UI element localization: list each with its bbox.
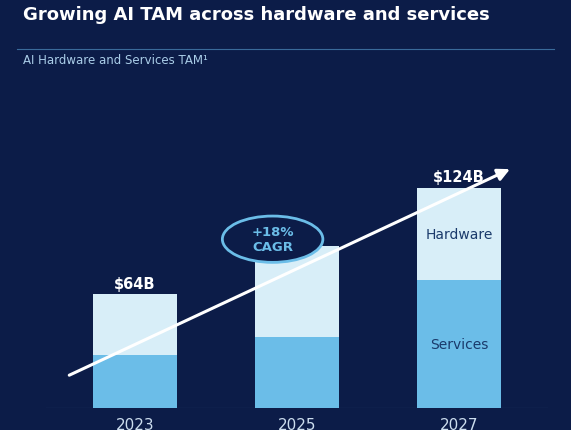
Bar xyxy=(417,280,501,408)
Text: AI Hardware and Services TAM¹: AI Hardware and Services TAM¹ xyxy=(23,54,208,67)
Text: Hardware: Hardware xyxy=(425,227,493,241)
Text: Growing AI TAM across hardware and services: Growing AI TAM across hardware and servi… xyxy=(23,6,489,25)
Bar xyxy=(93,295,177,355)
Text: +18%
CAGR: +18% CAGR xyxy=(251,226,294,254)
Text: $64B: $64B xyxy=(114,276,155,291)
Bar xyxy=(93,355,177,408)
Bar xyxy=(255,247,339,338)
Text: $124B: $124B xyxy=(433,169,485,184)
Bar xyxy=(255,338,339,408)
Text: Services: Services xyxy=(430,338,488,351)
Bar xyxy=(417,188,501,280)
Ellipse shape xyxy=(222,217,323,263)
Text: $91B: $91B xyxy=(276,228,317,243)
